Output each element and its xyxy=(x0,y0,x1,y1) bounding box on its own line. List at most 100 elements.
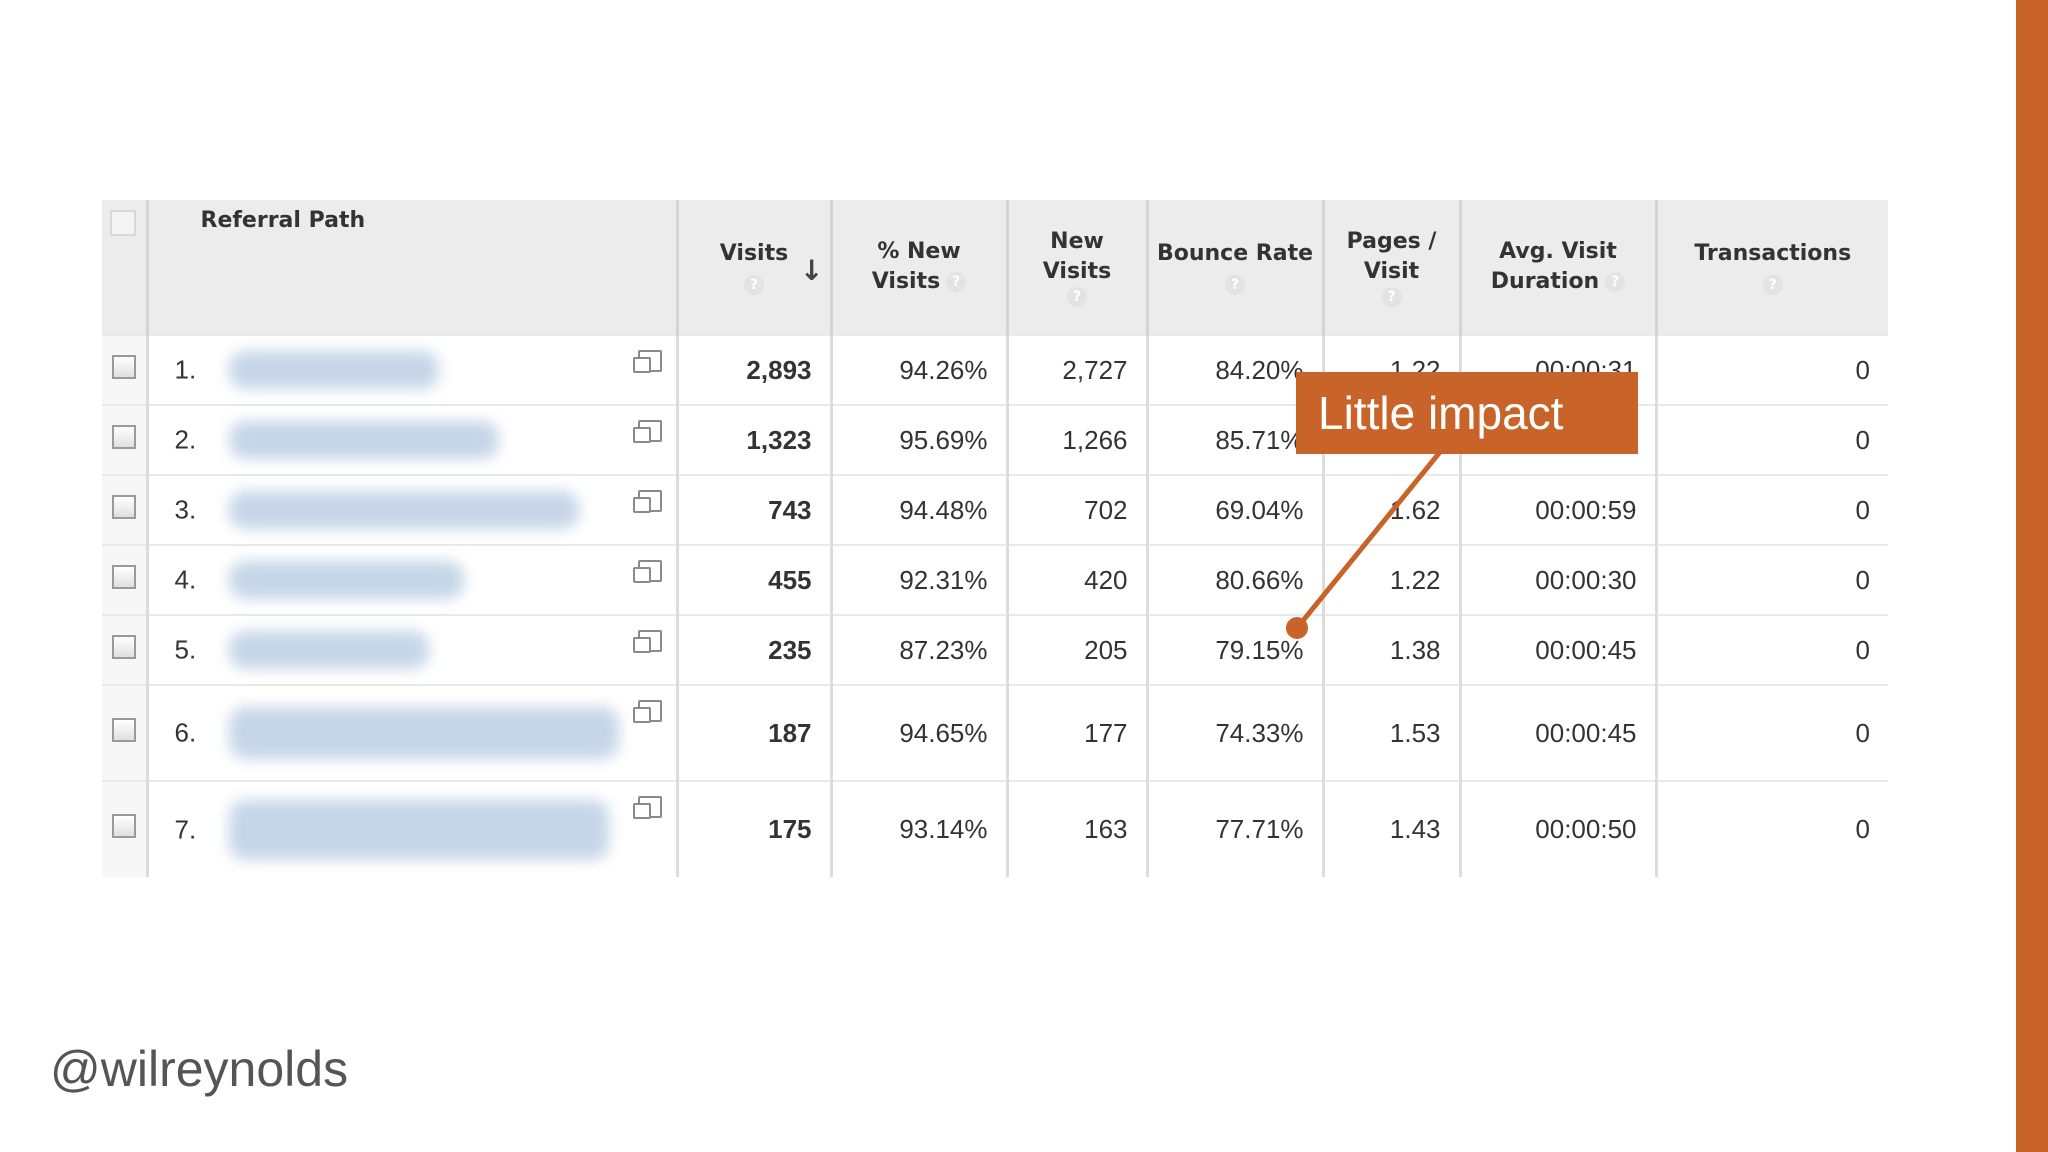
bounce-rate-cell: 85.71% xyxy=(1145,404,1323,475)
referral-report-table: Referral Path Visits ? ↓ % New Visits? xyxy=(102,200,1888,883)
new-visits-cell: 177 xyxy=(1005,684,1147,781)
transactions-cell: 0 xyxy=(1654,684,1888,781)
sort-desc-icon[interactable]: ↓ xyxy=(800,254,824,287)
pct-new-visits-cell: 94.65% xyxy=(829,684,1007,781)
redacted-referral-link[interactable] xyxy=(228,707,619,759)
open-external-icon[interactable] xyxy=(632,490,662,513)
select-all-header xyxy=(102,200,147,335)
transactions-cell: 0 xyxy=(1654,544,1888,615)
col-pages-per-visit[interactable]: Pages / Visit ? xyxy=(1321,200,1460,335)
row-rank: 5. xyxy=(174,634,197,665)
row-checkbox[interactable] xyxy=(111,717,136,742)
open-external-icon[interactable] xyxy=(632,796,662,819)
open-external-icon[interactable] xyxy=(632,420,662,443)
visits-cell: 187 xyxy=(675,684,831,781)
table-row: 4. 455 92.31% 420 80.66% 1.22 00:00:30 0 xyxy=(102,544,1888,615)
transactions-cell: 0 xyxy=(1654,404,1888,475)
pages-per-visit-cell: 1.38 xyxy=(1321,614,1460,685)
help-icon[interactable]: ? xyxy=(946,272,967,292)
pct-new-visits-cell: 94.48% xyxy=(829,474,1007,545)
row-checkbox[interactable] xyxy=(111,564,136,589)
col-new-visits-label-1: New xyxy=(1050,229,1104,254)
redacted-referral-link[interactable] xyxy=(228,631,429,669)
callout-little-impact: Little impact xyxy=(1296,372,1638,454)
transactions-cell: 0 xyxy=(1654,780,1888,877)
visits-cell: 1,323 xyxy=(675,404,831,475)
col-avg-visit-duration[interactable]: Avg. Visit Duration? xyxy=(1458,200,1656,335)
visits-cell: 175 xyxy=(675,780,831,877)
row-checkbox[interactable] xyxy=(111,814,136,838)
col-bounce-rate-label: Bounce Rate xyxy=(1156,241,1314,266)
help-icon[interactable]: ? xyxy=(1762,275,1783,295)
new-visits-cell: 163 xyxy=(1005,780,1147,877)
accent-sidebar xyxy=(2016,0,2048,1152)
table-row: 6. 187 94.65% 177 74.33% 1.53 00:00:45 0 xyxy=(102,684,1888,781)
referral-path-cell: 3. xyxy=(145,474,677,545)
redacted-referral-link[interactable] xyxy=(228,421,499,459)
row-select-cell xyxy=(102,684,147,781)
referral-path-cell: 4. xyxy=(145,544,677,615)
col-duration-label-2: Duration xyxy=(1490,269,1600,294)
referral-path-cell: 7. xyxy=(145,780,677,877)
redacted-referral-link[interactable] xyxy=(228,799,609,860)
col-referral-path-label: Referral Path xyxy=(200,208,366,233)
help-icon[interactable]: ? xyxy=(1605,272,1626,292)
col-transactions[interactable]: Transactions ? xyxy=(1654,200,1888,335)
row-select-cell xyxy=(102,334,147,405)
new-visits-cell: 2,727 xyxy=(1005,334,1147,405)
help-icon[interactable]: ? xyxy=(1225,275,1245,295)
new-visits-cell: 702 xyxy=(1005,474,1147,545)
row-checkbox[interactable] xyxy=(111,424,136,449)
col-bounce-rate[interactable]: Bounce Rate ? xyxy=(1145,200,1323,335)
twitter-handle: @wilreynolds xyxy=(50,1041,349,1097)
col-transactions-label: Transactions xyxy=(1694,241,1852,266)
pct-new-visits-cell: 95.69% xyxy=(829,404,1007,475)
visits-cell: 2,893 xyxy=(675,334,831,405)
table-row: 7. 175 93.14% 163 77.71% 1.43 00:00:50 0 xyxy=(102,780,1888,877)
open-external-icon[interactable] xyxy=(632,560,662,583)
row-rank: 4. xyxy=(174,564,197,595)
col-pct-new-label-2: Visits xyxy=(871,269,941,294)
help-icon[interactable]: ? xyxy=(744,275,764,295)
transactions-cell: 0 xyxy=(1654,474,1888,545)
open-external-icon[interactable] xyxy=(632,630,662,653)
referral-path-cell: 1. xyxy=(145,334,677,405)
visits-cell: 743 xyxy=(675,474,831,545)
col-visits-label: Visits xyxy=(719,241,789,266)
redacted-referral-link[interactable] xyxy=(228,351,439,389)
header-row: Referral Path Visits ? ↓ % New Visits? xyxy=(102,200,1888,335)
help-icon[interactable]: ? xyxy=(1067,287,1087,307)
new-visits-cell: 420 xyxy=(1005,544,1147,615)
pages-per-visit-cell: 1.53 xyxy=(1321,684,1460,781)
row-rank: 1. xyxy=(174,354,197,385)
bounce-rate-cell: 77.71% xyxy=(1145,780,1323,877)
row-checkbox[interactable] xyxy=(111,494,136,519)
avg-duration-cell: 00:00:30 xyxy=(1458,544,1656,615)
select-all-checkbox[interactable] xyxy=(110,210,136,236)
pages-per-visit-cell: 1.62 xyxy=(1321,474,1460,545)
open-external-icon[interactable] xyxy=(632,700,662,723)
avg-duration-cell: 00:00:45 xyxy=(1458,684,1656,781)
row-rank: 6. xyxy=(174,717,197,748)
bounce-rate-cell: 80.66% xyxy=(1145,544,1323,615)
row-checkbox[interactable] xyxy=(111,634,136,659)
col-duration-label-1: Avg. Visit xyxy=(1499,239,1617,264)
col-pct-new-visits[interactable]: % New Visits? xyxy=(829,200,1007,335)
row-rank: 3. xyxy=(174,494,197,525)
open-external-icon[interactable] xyxy=(632,350,662,373)
col-referral-path[interactable]: Referral Path xyxy=(145,200,677,335)
avg-duration-cell: 00:00:45 xyxy=(1458,614,1656,685)
referral-path-cell: 6. xyxy=(145,684,677,781)
referral-path-cell: 2. xyxy=(145,404,677,475)
pages-per-visit-cell: 1.43 xyxy=(1321,780,1460,877)
col-new-visits[interactable]: New Visits ? xyxy=(1005,200,1147,335)
redacted-referral-link[interactable] xyxy=(228,561,464,599)
bounce-rate-cell: 74.33% xyxy=(1145,684,1323,781)
visits-cell: 455 xyxy=(675,544,831,615)
help-icon[interactable]: ? xyxy=(1381,287,1402,307)
redacted-referral-link[interactable] xyxy=(228,491,579,529)
col-visits[interactable]: Visits ? ↓ xyxy=(675,200,831,335)
row-checkbox[interactable] xyxy=(111,354,136,379)
row-select-cell xyxy=(102,474,147,545)
row-select-cell xyxy=(102,780,147,877)
